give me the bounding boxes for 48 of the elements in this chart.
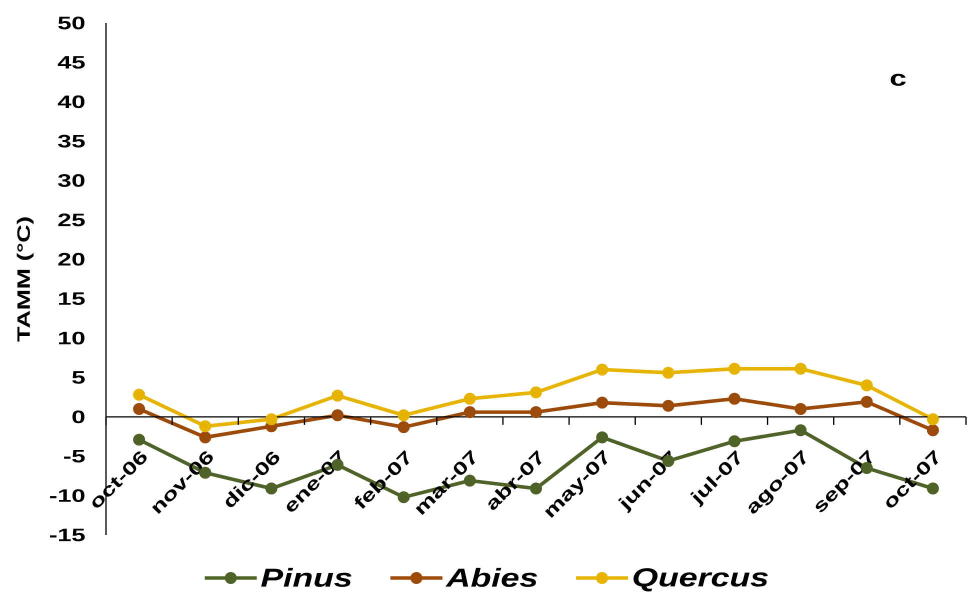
y-tick-label: 0 [72, 410, 84, 424]
point [728, 362, 740, 375]
y-tick-label: 30 [58, 174, 84, 187]
point [926, 424, 939, 436]
point [265, 413, 278, 426]
y-axis-title: TAMM (°C) [16, 217, 34, 342]
point [794, 424, 807, 436]
point [199, 431, 212, 444]
point [860, 396, 873, 408]
point [332, 390, 344, 402]
point [530, 406, 542, 418]
legend-label: Abies [446, 568, 538, 587]
y-tick-label: 10 [59, 332, 84, 344]
point [133, 388, 146, 401]
point [530, 386, 542, 398]
point [464, 392, 476, 405]
point [596, 431, 608, 444]
point [662, 366, 674, 379]
point [133, 402, 146, 415]
point [728, 392, 740, 405]
y-tick-label: 35 [58, 134, 85, 148]
annotation: c [890, 74, 906, 86]
y-tick-label: 5 [72, 371, 85, 384]
legend-label: Quercus [633, 568, 768, 592]
point [199, 420, 212, 432]
point [728, 435, 740, 448]
y-tick-label: -15 [50, 528, 85, 542]
point [398, 421, 410, 434]
y-tick-label: -5 [64, 450, 85, 463]
point [662, 400, 674, 412]
point [794, 362, 807, 375]
point [926, 413, 939, 426]
point [794, 402, 807, 415]
y-tick-label: 45 [58, 56, 85, 69]
point [596, 364, 608, 376]
point [133, 434, 146, 446]
y-tick-label: 15 [59, 292, 85, 305]
point [596, 396, 608, 409]
y-tick-label: 40 [58, 95, 84, 108]
point [464, 406, 476, 418]
point [398, 409, 410, 422]
y-tick-label: 50 [58, 16, 84, 30]
y-tick-label: -10 [50, 489, 84, 502]
point [332, 409, 344, 422]
y-tick-label: 20 [58, 252, 84, 266]
legend-label: Pinus [261, 568, 352, 587]
point [860, 379, 873, 392]
y-tick-label: 25 [58, 214, 85, 226]
